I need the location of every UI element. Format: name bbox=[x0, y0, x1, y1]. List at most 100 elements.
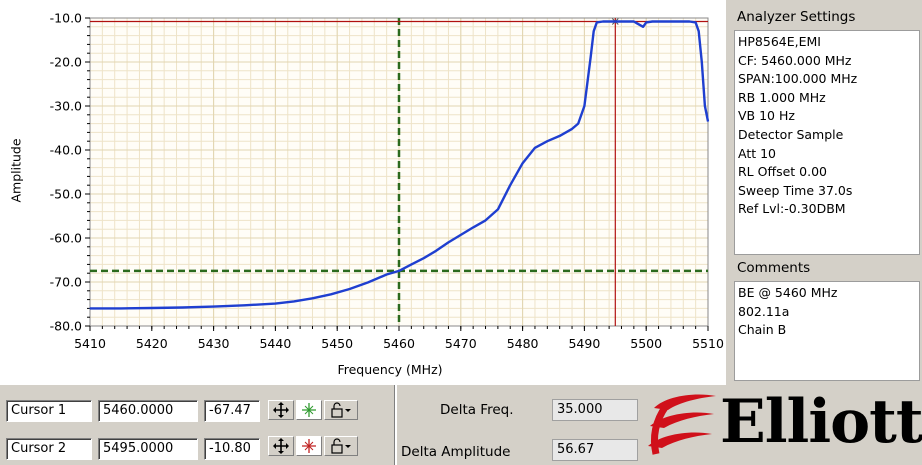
data-point bbox=[460, 234, 462, 236]
cursor2-label: Cursor 2 bbox=[6, 438, 92, 460]
x-tick-label: 5460 bbox=[383, 336, 415, 351]
cursor2-style-button[interactable] bbox=[296, 436, 322, 456]
data-point bbox=[497, 208, 499, 210]
lock-icon bbox=[331, 402, 351, 418]
data-point bbox=[311, 297, 314, 299]
data-point bbox=[330, 293, 332, 295]
settings-line: Ref Lvl:-0.30DBM bbox=[738, 201, 846, 217]
data-point bbox=[546, 140, 548, 142]
data-point bbox=[410, 263, 412, 265]
data-point bbox=[583, 105, 586, 107]
lock-icon bbox=[331, 438, 351, 454]
data-point bbox=[688, 20, 691, 23]
move-cross-icon bbox=[273, 402, 289, 418]
cursor2-freq-input[interactable]: 5495.0000 bbox=[98, 438, 198, 460]
data-point bbox=[348, 288, 351, 290]
data-point bbox=[645, 21, 647, 23]
cursor-crosshair-icon bbox=[302, 439, 316, 453]
y-tick-label: -30.0 bbox=[50, 99, 82, 114]
data-point bbox=[398, 270, 400, 272]
cursor1-lock-button[interactable] bbox=[324, 400, 358, 420]
data-point bbox=[614, 20, 616, 23]
data-point bbox=[151, 307, 153, 309]
data-point bbox=[120, 307, 122, 309]
y-tick-label: -10.0 bbox=[50, 11, 82, 26]
data-point bbox=[293, 300, 295, 302]
data-point bbox=[386, 273, 388, 276]
settings-line: HP8564E,EMI bbox=[738, 34, 821, 49]
x-tick-label: 5490 bbox=[568, 336, 600, 351]
cursor1-style-button[interactable] bbox=[296, 400, 322, 420]
cursor1-freq-input[interactable]: 5460.0000 bbox=[98, 400, 198, 422]
data-point bbox=[701, 61, 703, 63]
x-tick-label: 5440 bbox=[259, 336, 291, 351]
data-point bbox=[213, 306, 215, 308]
data-point bbox=[596, 21, 598, 23]
data-point bbox=[447, 241, 450, 243]
panel-divider bbox=[394, 385, 397, 465]
y-tick-label: -20.0 bbox=[50, 55, 82, 70]
data-point bbox=[633, 20, 635, 23]
comment-line: 802.11a bbox=[738, 303, 790, 319]
cursor1-label: Cursor 1 bbox=[6, 400, 92, 422]
delta-amp-label: Delta Amplitude bbox=[401, 444, 511, 460]
x-tick-label: 5470 bbox=[445, 336, 477, 351]
data-point bbox=[704, 105, 706, 107]
cursor2-lock-button[interactable] bbox=[324, 436, 358, 456]
cursor-crosshair-icon bbox=[302, 403, 316, 417]
data-point bbox=[243, 304, 246, 306]
data-point bbox=[577, 123, 579, 125]
elliott-wordmark: Elliott bbox=[720, 387, 922, 457]
data-point bbox=[642, 26, 644, 28]
comment-line: Chain B bbox=[738, 322, 787, 338]
delta-freq-value: 35.000 bbox=[552, 399, 638, 421]
x-axis-label: Frequency (MHz) bbox=[337, 362, 443, 377]
comments-box[interactable]: BE @ 5460 MHz 802.11a Chain B bbox=[734, 281, 920, 381]
data-point bbox=[472, 226, 474, 229]
settings-title: Analyzer Settings bbox=[737, 9, 856, 25]
data-point bbox=[89, 307, 91, 309]
data-point bbox=[695, 21, 697, 23]
data-point bbox=[274, 302, 276, 305]
settings-line: VB 10 Hz bbox=[738, 108, 795, 124]
settings-line: CF: 5460.000 MHz bbox=[738, 52, 852, 68]
settings-line: Sweep Time 37.0s bbox=[738, 182, 853, 198]
data-point bbox=[423, 257, 425, 259]
chart-panel: 5410 5420 5430 5440 5450 5460 5470 5480 5490 5500… bbox=[0, 0, 726, 385]
data-point bbox=[670, 20, 672, 23]
delta-amp-value: 56.67 bbox=[552, 439, 638, 461]
y-tick-label: -80.0 bbox=[50, 319, 82, 334]
x-tick-label: 5430 bbox=[198, 336, 230, 351]
data-point bbox=[589, 57, 592, 59]
settings-line: SPAN:100.000 MHz bbox=[738, 71, 858, 87]
spectrum-chart[interactable]: 5410 5420 5430 5440 5450 5460 5470 5480 5490 5500… bbox=[0, 0, 726, 385]
data-point bbox=[698, 30, 700, 32]
data-point bbox=[522, 162, 524, 164]
comment-line: BE @ 5460 MHz bbox=[738, 285, 838, 300]
data-point bbox=[571, 128, 573, 130]
data-point bbox=[484, 219, 487, 221]
x-tick-label: 5420 bbox=[136, 336, 168, 351]
x-tick-label: 5500 bbox=[630, 336, 662, 351]
delta-freq-label: Delta Freq. bbox=[440, 402, 514, 418]
data-point bbox=[367, 281, 369, 284]
cursor2-amp-input[interactable]: -10.80 bbox=[204, 438, 260, 460]
analyzer-settings-box: HP8564E,EMI CF: 5460.000 MHz SPAN:100.000 … bbox=[734, 30, 920, 255]
data-point bbox=[707, 120, 709, 122]
x-tick-label: 5450 bbox=[321, 336, 353, 351]
cursor1-amp-input[interactable]: -67.47 bbox=[204, 400, 260, 422]
data-point bbox=[182, 306, 184, 309]
cursor2-move-button[interactable] bbox=[268, 436, 294, 456]
settings-line: RB 1.000 MHz bbox=[738, 89, 826, 105]
y-tick-label: -40.0 bbox=[50, 143, 82, 158]
data-point bbox=[651, 20, 653, 23]
data-point bbox=[559, 135, 561, 137]
x-tick-label: 5510 bbox=[692, 336, 724, 351]
settings-line: Att 10 bbox=[738, 145, 777, 161]
spectrum-trace bbox=[90, 20, 710, 310]
data-point bbox=[435, 250, 437, 252]
data-point bbox=[509, 184, 511, 186]
move-cross-icon bbox=[273, 438, 289, 454]
y-tick-label: -70.0 bbox=[50, 275, 82, 290]
cursor1-move-button[interactable] bbox=[268, 400, 294, 420]
